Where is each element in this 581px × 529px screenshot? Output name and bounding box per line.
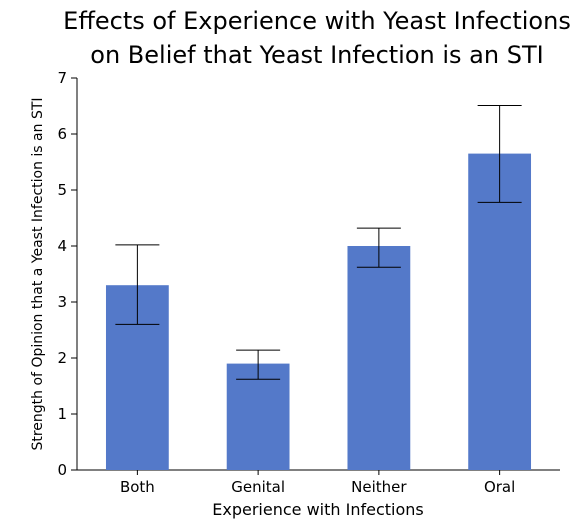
y-axis-label: Strength of Opinion that a Yeast Infecti…	[30, 97, 46, 450]
x-tick-label-genital: Genital	[231, 478, 285, 496]
chart-title-line-2: on Belief that Yeast Infection is an STI	[90, 41, 543, 69]
bars	[105, 153, 532, 470]
y-tick-label: 2	[57, 349, 67, 367]
bar-genital	[226, 363, 290, 470]
chart-title-line-1: Effects of Experience with Yeast Infecti…	[63, 7, 571, 35]
x-tick-label-oral: Oral	[484, 478, 515, 496]
bar-oral	[468, 153, 532, 470]
bar-neither	[347, 246, 411, 470]
y-tick-label: 4	[57, 237, 67, 255]
y-tick-label: 0	[57, 461, 67, 479]
x-axis-label: Experience with Infections	[212, 500, 423, 519]
error-bars	[115, 104, 522, 380]
y-tick-label: 6	[57, 125, 67, 143]
y-tick-label: 7	[57, 69, 67, 87]
x-axis-ticks: Both Genital Neither Oral	[120, 470, 515, 496]
y-tick-label: 5	[57, 181, 67, 199]
x-tick-label-both: Both	[120, 478, 155, 496]
y-tick-label: 1	[57, 405, 67, 423]
y-tick-label: 3	[57, 293, 67, 311]
y-axis-ticks: 0 1 2 3 4 5 6 7	[57, 69, 77, 479]
x-tick-label-neither: Neither	[351, 478, 407, 496]
